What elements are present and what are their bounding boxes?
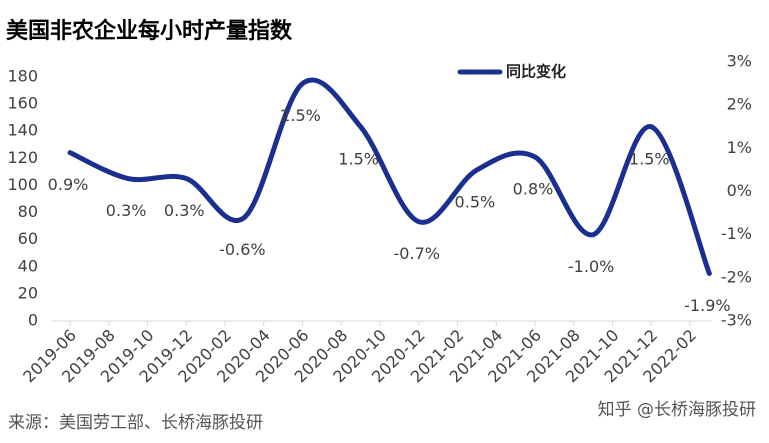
data-label: 1.5% bbox=[338, 149, 379, 168]
y-tick-label: 140 bbox=[7, 121, 38, 140]
line bbox=[67, 77, 712, 277]
chart-title: 美国非农企业每小时产量指数 bbox=[6, 18, 293, 44]
y2-tick-label: 3% bbox=[727, 52, 752, 71]
y2-tick-label: -1% bbox=[721, 224, 752, 243]
data-label: -1.9% bbox=[684, 296, 730, 315]
y-tick-label: 0 bbox=[28, 311, 38, 330]
y2-tick-label: -3% bbox=[721, 311, 752, 330]
y2-tick-label: 1% bbox=[727, 138, 752, 157]
source: 来源：美国劳工部、长桥海豚投研 bbox=[8, 413, 263, 433]
y-tick-label: 40 bbox=[18, 256, 38, 275]
data-label: 0.8% bbox=[513, 179, 554, 198]
data-label: 1.5% bbox=[629, 149, 670, 168]
y-tick-label: 120 bbox=[7, 148, 38, 167]
legend-label: 同比变化 bbox=[506, 63, 566, 81]
y2-tick-label: -2% bbox=[721, 267, 752, 286]
y-tick-label: 180 bbox=[7, 67, 38, 86]
y-tick-label: 60 bbox=[18, 229, 38, 248]
data-label: -0.6% bbox=[219, 240, 265, 259]
data-label: 0.3% bbox=[164, 201, 205, 220]
y-tick-label: 100 bbox=[7, 175, 38, 194]
data-label: -1.0% bbox=[568, 257, 614, 276]
data-label: 2.5% bbox=[280, 106, 321, 125]
y-tick-label: 20 bbox=[18, 283, 38, 302]
data-label: -0.7% bbox=[394, 244, 440, 263]
y2-tick-label: 2% bbox=[727, 95, 752, 114]
data-label: 0.9% bbox=[48, 175, 89, 194]
y-tick-label: 160 bbox=[7, 94, 38, 113]
y2-tick-label: 0% bbox=[727, 181, 752, 200]
y-tick-label: 80 bbox=[18, 202, 38, 221]
data-label: 0.5% bbox=[455, 192, 496, 211]
watermark: 知乎 @长桥海豚投研 bbox=[598, 400, 756, 420]
data-label: 0.3% bbox=[106, 201, 147, 220]
